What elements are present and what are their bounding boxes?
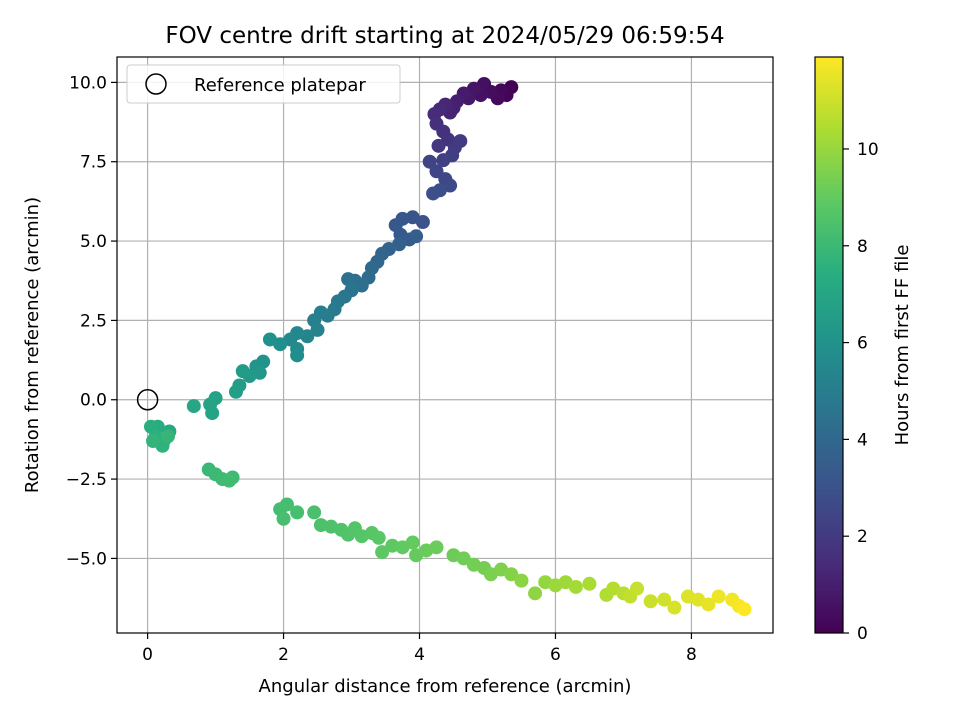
colorbar-label: Hours from first FF file <box>892 245 913 446</box>
colorbar-tick-label: 8 <box>857 237 868 257</box>
colorbar-tick-label: 0 <box>857 624 868 644</box>
data-point <box>276 511 291 526</box>
data-point <box>262 332 277 347</box>
y-tick-label: 7.5 <box>80 153 107 173</box>
data-point <box>582 576 597 591</box>
x-axis-label: Angular distance from reference (arcmin) <box>259 676 632 697</box>
data-point <box>737 602 752 617</box>
data-point <box>453 134 468 149</box>
data-points <box>143 76 752 617</box>
legend-marker <box>145 73 167 95</box>
data-point <box>568 579 583 594</box>
chart-title: FOV centre drift starting at 2024/05/29 … <box>165 23 724 49</box>
data-point <box>436 153 451 168</box>
data-point <box>160 429 175 444</box>
legend-label: Reference platepar <box>194 75 366 96</box>
data-point <box>426 186 441 201</box>
x-tick-label: 0 <box>142 645 153 665</box>
y-tick-label: 0.0 <box>80 391 107 411</box>
y-tick-label: 2.5 <box>80 311 107 331</box>
y-tick-label: 5.0 <box>80 232 107 252</box>
colorbar-ticks: 0 2 4 6 8 10 <box>843 140 879 644</box>
x-tick-label: 4 <box>414 645 425 665</box>
x-tick-label: 8 <box>686 645 697 665</box>
y-tick-label: 10.0 <box>69 73 107 93</box>
data-point <box>290 348 305 363</box>
data-point <box>429 540 444 555</box>
data-point <box>371 530 386 545</box>
data-point <box>222 473 237 488</box>
legend-box <box>126 64 401 104</box>
colorbar-tick-label: 6 <box>857 334 868 354</box>
data-point <box>186 399 201 414</box>
data-point <box>701 597 716 612</box>
data-point <box>279 497 294 512</box>
y-axis-label: Rotation from reference (arcmin) <box>22 197 43 493</box>
data-point <box>456 551 471 566</box>
y-tick-label: −2.5 <box>66 470 107 490</box>
data-point <box>405 535 420 550</box>
data-point <box>290 505 305 520</box>
data-point <box>667 600 682 615</box>
data-point <box>375 545 390 560</box>
data-point <box>514 573 529 588</box>
data-point <box>341 272 356 287</box>
x-axis-ticks: 0 2 4 6 8 <box>142 633 697 665</box>
data-point <box>630 581 645 596</box>
data-point <box>307 505 322 520</box>
x-tick-label: 6 <box>550 645 561 665</box>
colorbar <box>814 56 844 634</box>
data-point <box>205 406 220 421</box>
reference-platepar-marker <box>136 388 159 411</box>
data-point <box>643 594 658 609</box>
colorbar-tick-label: 2 <box>857 527 868 547</box>
y-axis-ticks: −5.0 −2.5 0.0 2.5 5.0 7.5 10.0 <box>66 73 117 569</box>
data-point <box>711 589 726 604</box>
data-point <box>235 364 250 379</box>
plot-frame <box>116 56 774 634</box>
data-point <box>657 592 672 607</box>
y-tick-label: −5.0 <box>66 549 107 569</box>
legend: Reference platepar <box>126 64 401 104</box>
data-point <box>409 229 424 244</box>
data-point <box>310 322 325 337</box>
data-point <box>146 434 161 448</box>
colorbar-tick-label: 4 <box>857 430 868 450</box>
data-point <box>504 567 519 582</box>
x-tick-label: 2 <box>278 645 289 665</box>
data-point <box>228 384 243 399</box>
colorbar-tick-label: 10 <box>857 140 879 160</box>
data-point <box>528 586 543 601</box>
data-point <box>431 138 446 153</box>
